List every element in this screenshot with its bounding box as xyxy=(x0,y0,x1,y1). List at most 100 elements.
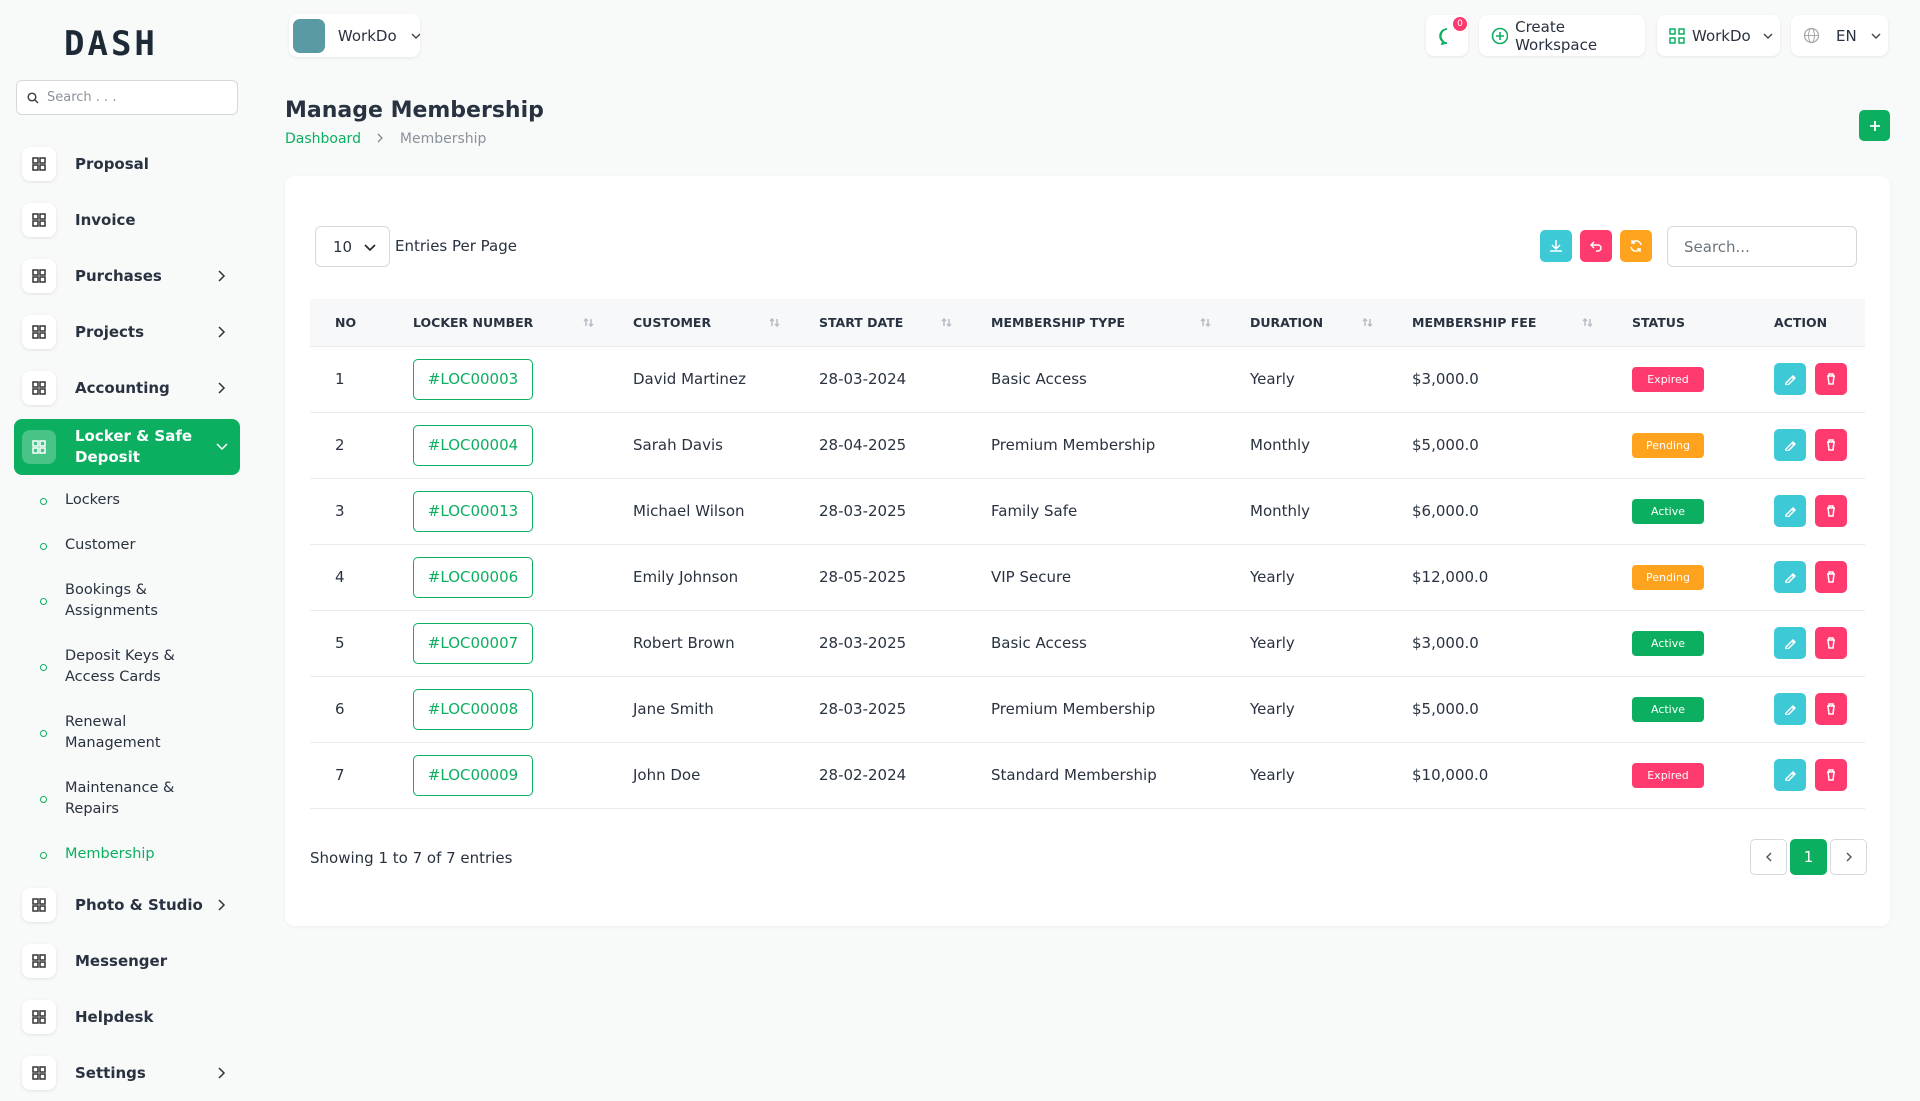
status-badge: Active xyxy=(1632,696,1704,722)
submenu-item[interactable]: Bookings & Assignments xyxy=(14,568,214,634)
table-cell: 3 xyxy=(310,477,388,544)
menu-item[interactable]: Helpdesk xyxy=(14,989,240,1045)
user-menu[interactable]: WorkDo xyxy=(1657,15,1780,56)
chevron xyxy=(216,443,228,451)
column-header[interactable]: LOCKER NUMBER xyxy=(388,299,608,346)
table-cell: 28-03-2025 xyxy=(794,609,966,676)
pencil-icon xyxy=(1785,440,1796,451)
delete-button[interactable] xyxy=(1815,627,1847,659)
menu-item[interactable]: Messenger xyxy=(14,933,240,989)
delete-button[interactable] xyxy=(1815,561,1847,593)
locker-number[interactable]: #LOC00013 xyxy=(413,490,533,532)
table-cell: Pending xyxy=(1607,543,1749,610)
prev-page[interactable] xyxy=(1750,839,1787,875)
edit-button[interactable] xyxy=(1774,429,1806,461)
breadcrumb-link[interactable]: Dashboard xyxy=(285,131,361,147)
table-search[interactable]: Search... xyxy=(1667,226,1857,267)
locker-number[interactable]: #LOC00003 xyxy=(413,358,533,400)
status-badge: Active xyxy=(1632,498,1704,524)
workspace-switch[interactable]: WorkDo xyxy=(289,14,420,57)
chat-icon xyxy=(1439,27,1448,45)
edit-button[interactable] xyxy=(1774,693,1806,725)
delete-button[interactable] xyxy=(1815,429,1847,461)
search-placeholder: Search . . . xyxy=(47,90,117,105)
table-cell: Yearly xyxy=(1225,609,1387,676)
create-workspace-label: Create Workspace xyxy=(1515,17,1598,54)
locker-number[interactable]: #LOC00006 xyxy=(413,556,533,598)
plus-icon xyxy=(1869,120,1880,131)
delete-button[interactable] xyxy=(1815,693,1847,725)
delete-button[interactable] xyxy=(1815,759,1847,791)
table-row: 1 #LOC00003 David Martinez 28-03-2024 Basic … xyxy=(310,345,1865,412)
caret xyxy=(411,33,420,39)
status-badge: Pending xyxy=(1632,564,1704,590)
table-card: 10 Entries Per Page Search... NO LOCKER N… xyxy=(285,176,1890,926)
edit-button[interactable] xyxy=(1774,561,1806,593)
reload-button[interactable] xyxy=(1620,230,1652,262)
language-switch[interactable]: EN xyxy=(1791,15,1888,56)
create-workspace[interactable]: Create Workspace xyxy=(1479,15,1645,56)
sort-icon xyxy=(1362,318,1373,327)
menu-item[interactable]: Photo & Studio xyxy=(14,877,240,933)
icon xyxy=(32,954,46,968)
menu-icon xyxy=(22,944,56,978)
pencil-icon xyxy=(1785,374,1796,385)
table-row: 7 #LOC00009 John Doe 28-02-2024 Standard Mem… xyxy=(310,741,1865,809)
next-page[interactable] xyxy=(1830,839,1867,875)
table-cell: $10,000.0 xyxy=(1387,741,1607,809)
menu-label: Helpdesk xyxy=(75,1008,154,1026)
locker-number[interactable]: #LOC00008 xyxy=(413,688,533,730)
edit-button[interactable] xyxy=(1774,363,1806,395)
add-button[interactable] xyxy=(1859,110,1890,141)
delete-button[interactable] xyxy=(1815,495,1847,527)
sort-icon xyxy=(583,318,594,327)
edit-button[interactable] xyxy=(1774,759,1806,791)
chevron xyxy=(218,270,226,282)
page-button[interactable]: 1 xyxy=(1790,839,1827,875)
table-cell: $5,000.0 xyxy=(1387,411,1607,478)
column-header[interactable]: MEMBERSHIP FEE xyxy=(1387,299,1607,346)
sidebar-search[interactable]: Search . . . xyxy=(16,80,238,115)
menu-item[interactable]: Invoice xyxy=(14,192,240,248)
column-header[interactable]: CUSTOMER xyxy=(608,299,794,346)
menu-label: Projects xyxy=(75,323,145,341)
submenu-item[interactable]: Renewal Management xyxy=(14,700,214,766)
column-header[interactable]: DURATION xyxy=(1225,299,1387,346)
edit-button[interactable] xyxy=(1774,495,1806,527)
edit-button[interactable] xyxy=(1774,627,1806,659)
breadcrumb-separator xyxy=(377,133,384,143)
table-cell: Yearly xyxy=(1225,675,1387,742)
locker-number[interactable]: #LOC00009 xyxy=(413,754,533,796)
menu-label: Proposal xyxy=(75,155,149,173)
menu-item[interactable]: Purchases xyxy=(14,248,240,304)
refresh-icon xyxy=(1630,240,1642,252)
logo[interactable]: DASH xyxy=(64,24,158,64)
menu-item[interactable]: Locker & Safe Deposit xyxy=(14,419,240,475)
table-cell: 28-05-2025 xyxy=(794,543,966,610)
header-row: NO LOCKER NUMBER CUSTOMER START DATE MEMBERS… xyxy=(310,299,1865,346)
menu-item[interactable]: Settings xyxy=(14,1045,240,1101)
submenu-item[interactable]: Deposit Keys & Access Cards xyxy=(14,634,214,700)
locker-number[interactable]: #LOC00004 xyxy=(413,424,533,466)
locker-number[interactable]: #LOC00007 xyxy=(413,622,533,664)
sort-icon xyxy=(941,318,952,327)
delete-button[interactable] xyxy=(1815,363,1847,395)
action-cell xyxy=(1749,345,1865,412)
language: EN xyxy=(1836,26,1857,45)
column-header[interactable]: MEMBERSHIP TYPE xyxy=(966,299,1225,346)
column-header[interactable]: START DATE xyxy=(794,299,966,346)
page-title: Manage Membership xyxy=(285,98,544,123)
submenu-item[interactable]: Lockers xyxy=(14,478,214,523)
reset-button[interactable] xyxy=(1580,230,1612,262)
menu-item[interactable]: Projects xyxy=(14,304,240,360)
search-icon xyxy=(27,92,39,104)
menu-item[interactable]: Proposal xyxy=(14,136,240,192)
submenu-item[interactable]: Membership xyxy=(14,832,214,877)
breadcrumb: Dashboard Membership xyxy=(285,131,486,147)
table-cell: $3,000.0 xyxy=(1387,345,1607,412)
entries-select[interactable]: 10 xyxy=(315,226,390,267)
submenu-item[interactable]: Maintenance & Repairs xyxy=(14,766,214,832)
menu-item[interactable]: Accounting xyxy=(14,360,240,416)
export-button[interactable] xyxy=(1540,230,1572,262)
submenu-item[interactable]: Customer xyxy=(14,523,214,568)
